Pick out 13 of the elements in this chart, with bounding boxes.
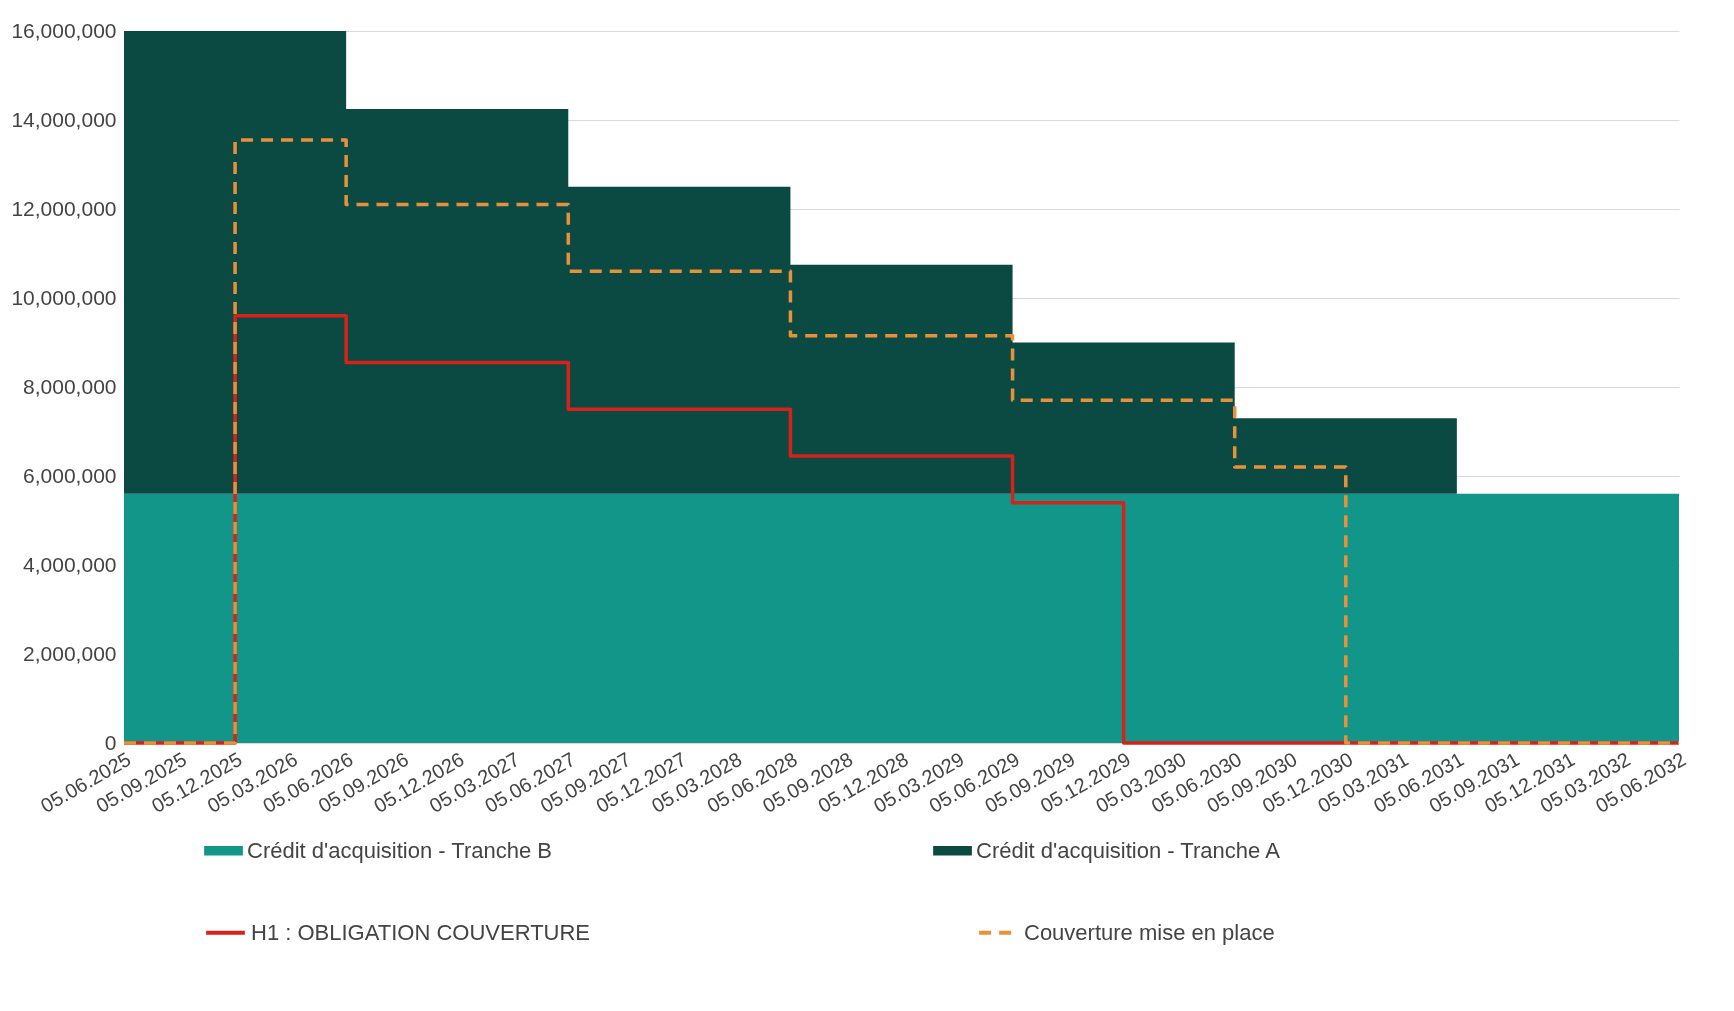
y-tick-label: 6,000,000: [23, 463, 117, 487]
y-tick-label: 12,000,000: [11, 196, 117, 220]
y-tick-label: 10,000,000: [11, 285, 117, 309]
legend-label: Crédit d'acquisition - Tranche A: [976, 837, 1281, 863]
y-tick-label: 4,000,000: [23, 552, 117, 576]
y-tick-label: 8,000,000: [23, 374, 117, 398]
y-tick-label: 16,000,000: [11, 18, 117, 42]
y-tick-label: 0: [104, 730, 117, 754]
legend-label: Crédit d'acquisition - Tranche B: [247, 837, 553, 863]
y-tick-label: 14,000,000: [11, 107, 117, 131]
legend-label: H1 : OBLIGATION COUVERTURE: [251, 919, 591, 945]
y-tick-label: 2,000,000: [23, 641, 117, 665]
legend-label: Couverture mise en place: [1024, 919, 1275, 945]
